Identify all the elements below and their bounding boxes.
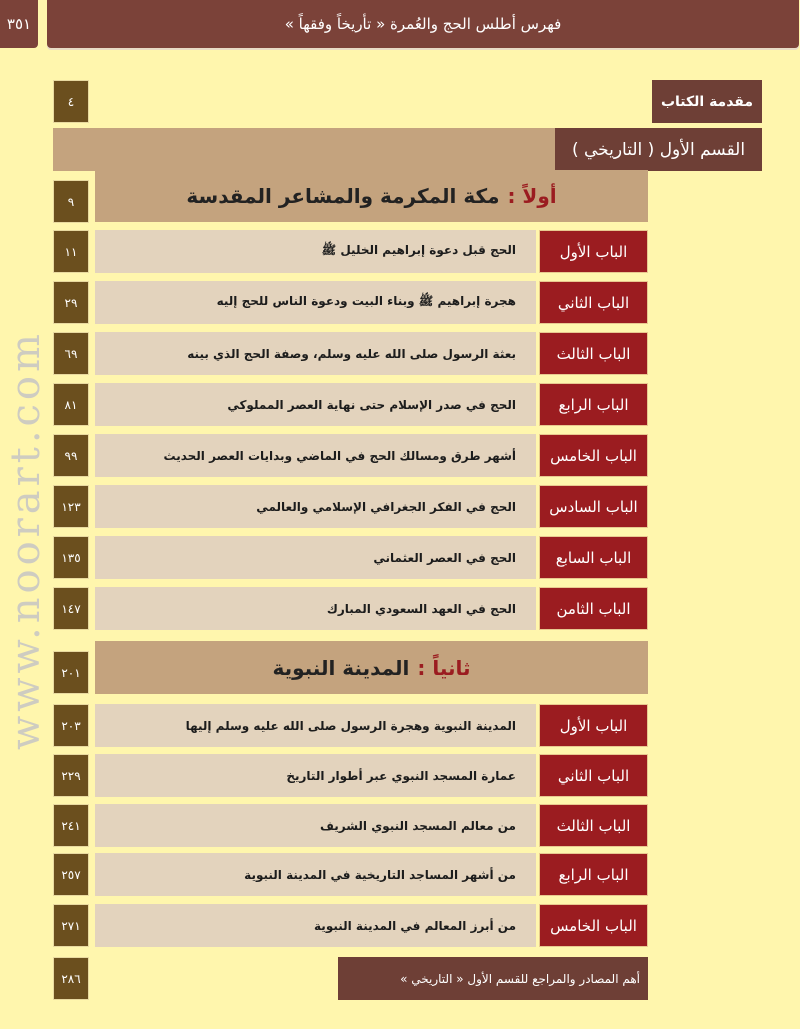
chapter-label[interactable]: الباب الأول xyxy=(539,230,648,273)
watermark: www.noorart.com xyxy=(3,330,49,750)
chapter-label[interactable]: الباب الثالث xyxy=(539,332,648,375)
chapter-label[interactable]: الباب الرابع xyxy=(539,383,648,426)
intro-page: ٤ xyxy=(53,80,89,123)
chapter-title[interactable]: من معالم المسجد النبوي الشريف xyxy=(95,804,536,847)
section1-prefix: أولاً : xyxy=(507,184,557,208)
chapter-page: ٢٥٧ xyxy=(53,853,89,896)
chapter-title[interactable]: الحج في الفكر الجغرافي الإسلامي والعالمي xyxy=(95,485,536,528)
chapter-label[interactable]: الباب الثاني xyxy=(539,754,648,797)
chapter-label[interactable]: الباب الثامن xyxy=(539,587,648,630)
chapter-label[interactable]: الباب الثاني xyxy=(539,281,648,324)
chapter-label[interactable]: الباب الأول xyxy=(539,704,648,747)
chapter-label[interactable]: الباب الخامس xyxy=(539,434,648,477)
references-page: ٢٨٦ xyxy=(53,957,89,1000)
section1-title: مكة المكرمة والمشاعر المقدسة xyxy=(186,184,500,208)
section2-prefix: ثانياً : xyxy=(417,655,471,680)
chapter-title[interactable]: الحج في العهد السعودي المبارك xyxy=(95,587,536,630)
watermark-container: www.noorart.com xyxy=(3,300,49,780)
chapter-page: ٨١ xyxy=(53,383,89,426)
chapter-title[interactable]: من أبرز المعالم في المدينة النبوية xyxy=(95,904,536,947)
chapter-title[interactable]: أشهر طرق ومسالك الحج في الماضي وبدايات ا… xyxy=(95,434,536,477)
chapter-label[interactable]: الباب السادس xyxy=(539,485,648,528)
chapter-page: ٩٩ xyxy=(53,434,89,477)
chapter-page: ٢٢٩ xyxy=(53,754,89,797)
chapter-title[interactable]: الحج في صدر الإسلام حتى نهاية العصر المم… xyxy=(95,383,536,426)
chapter-title[interactable]: الحج قبل دعوة إبراهيم الخليل ﷺ xyxy=(95,230,536,273)
chapter-title[interactable]: عمارة المسجد النبوي عبر أطوار التاريخ xyxy=(95,754,536,797)
chapter-page: ٢٩ xyxy=(53,281,89,324)
chapter-page: ١٤٧ xyxy=(53,587,89,630)
section2-page: ٢٠١ xyxy=(53,651,89,694)
part-label: القسم الأول ( التاريخي ) xyxy=(555,128,762,171)
chapter-page: ٦٩ xyxy=(53,332,89,375)
section1-header[interactable]: أولاً : مكة المكرمة والمشاعر المقدسة xyxy=(95,170,648,222)
chapter-page: ١٣٥ xyxy=(53,536,89,579)
chapter-label[interactable]: الباب الرابع xyxy=(539,853,648,896)
chapter-page: ٢٤١ xyxy=(53,804,89,847)
chapter-title[interactable]: هجرة إبراهيم ﷺ وبناء البيت ودعوة الناس ل… xyxy=(95,281,536,324)
chapter-label[interactable]: الباب الخامس xyxy=(539,904,648,947)
section2-title: المدينة النبوية xyxy=(272,655,410,680)
section2-header[interactable]: ثانياً : المدينة النبوية xyxy=(95,641,648,694)
chapter-page: ٢٧١ xyxy=(53,904,89,947)
chapter-label[interactable]: الباب الثالث xyxy=(539,804,648,847)
chapter-page: ٢٠٣ xyxy=(53,704,89,747)
intro-label[interactable]: مقدمة الكتاب xyxy=(652,80,762,123)
page-title: فهرس أطلس الحج والعُمرة « تأريخاً وفقهاً… xyxy=(47,0,799,48)
chapter-title[interactable]: المدينة النبوية وهجرة الرسول صلى الله عل… xyxy=(95,704,536,747)
chapter-label[interactable]: الباب السابع xyxy=(539,536,648,579)
page-number: ٣٥١ xyxy=(0,0,38,48)
chapter-title[interactable]: الحج في العصر العثماني xyxy=(95,536,536,579)
chapter-page: ١٢٣ xyxy=(53,485,89,528)
chapter-page: ١١ xyxy=(53,230,89,273)
references-label[interactable]: أهم المصادر والمراجع للقسم الأول « التار… xyxy=(338,957,648,1000)
chapter-title[interactable]: بعثة الرسول صلى الله عليه وسلم، وصفة الح… xyxy=(95,332,536,375)
chapter-title[interactable]: من أشهر المساجد التاريخية في المدينة الن… xyxy=(95,853,536,896)
section1-page: ٩ xyxy=(53,180,89,223)
